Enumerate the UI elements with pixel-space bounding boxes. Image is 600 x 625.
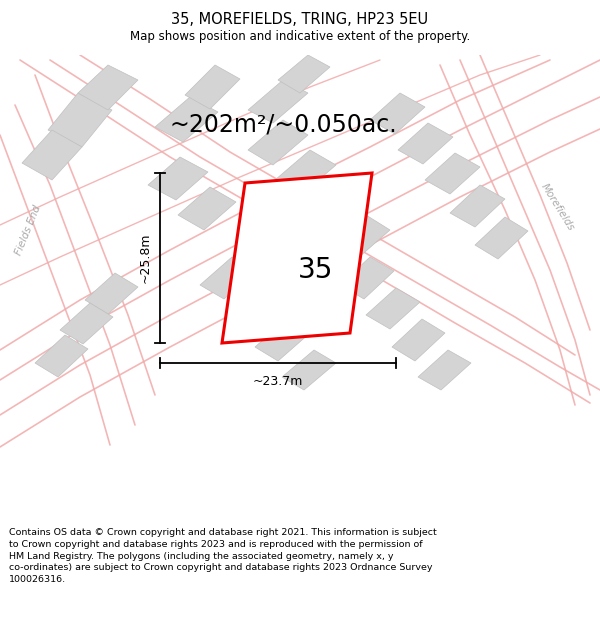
Text: Contains OS data © Crown copyright and database right 2021. This information is : Contains OS data © Crown copyright and d… [9,528,437,584]
Text: ~202m²/~0.050ac.: ~202m²/~0.050ac. [170,113,398,137]
Text: ~25.8m: ~25.8m [139,232,152,283]
Polygon shape [366,288,420,329]
Polygon shape [35,335,88,377]
Text: Fields End: Fields End [13,204,43,256]
Polygon shape [475,217,528,259]
Text: 35: 35 [298,256,333,284]
Polygon shape [282,350,336,390]
Polygon shape [450,185,505,227]
Polygon shape [370,93,425,134]
Polygon shape [78,65,138,110]
Polygon shape [305,183,365,228]
Polygon shape [275,150,336,195]
Polygon shape [48,93,112,147]
Polygon shape [425,153,480,194]
Polygon shape [392,319,445,361]
Polygon shape [178,187,236,230]
Polygon shape [418,350,471,390]
Polygon shape [185,65,240,109]
Text: ~23.7m: ~23.7m [253,375,303,388]
Polygon shape [200,257,256,299]
Polygon shape [278,55,330,93]
Polygon shape [155,97,218,142]
Polygon shape [398,123,453,164]
Polygon shape [248,80,308,123]
Polygon shape [222,173,372,343]
Polygon shape [255,319,310,361]
Text: 35, MOREFIELDS, TRING, HP23 5EU: 35, MOREFIELDS, TRING, HP23 5EU [172,12,428,27]
Text: Morefields: Morefields [539,181,577,232]
Polygon shape [228,287,283,329]
Polygon shape [340,257,394,299]
Polygon shape [60,303,113,344]
Polygon shape [248,120,308,165]
Polygon shape [22,130,82,180]
Text: Map shows position and indicative extent of the property.: Map shows position and indicative extent… [130,30,470,43]
Polygon shape [148,157,208,200]
Polygon shape [334,215,390,258]
Polygon shape [85,273,138,314]
